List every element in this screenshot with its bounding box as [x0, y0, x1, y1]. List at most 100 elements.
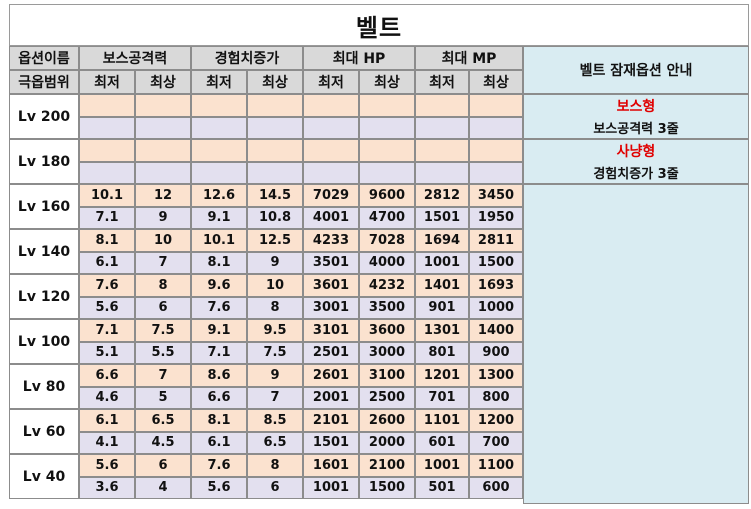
table-cell — [359, 116, 415, 139]
level-label: Lv 40 — [9, 454, 79, 499]
table-cell: 1500 — [359, 476, 415, 499]
table-cell: 1201 — [415, 364, 469, 387]
table-cell — [469, 94, 523, 117]
boss-type-desc: 보스공격력 3줄 — [523, 116, 749, 139]
table-cell: 5 — [135, 386, 191, 409]
table-cell: 10.1 — [79, 184, 135, 207]
table-cell: 9 — [247, 251, 303, 274]
table-cell: 6.6 — [79, 364, 135, 387]
table-cell: 1694 — [415, 229, 469, 252]
table-cell: 7.1 — [79, 206, 135, 229]
table-cell: 6.1 — [191, 431, 247, 454]
table-cell: 6 — [135, 296, 191, 319]
table-cell: 3600 — [359, 319, 415, 342]
table-cell — [135, 116, 191, 139]
table-cell: 5.1 — [79, 341, 135, 364]
table-cell — [191, 161, 247, 184]
table-cell: 6 — [135, 454, 191, 477]
table-cell — [247, 139, 303, 162]
table-cell: 1001 — [415, 454, 469, 477]
table-cell: 4 — [135, 476, 191, 499]
level-label: Lv 120 — [9, 274, 79, 319]
hunt-type-label: 사냥형 — [523, 139, 749, 161]
table-cell: 7029 — [303, 184, 359, 207]
table-cell: 3450 — [469, 184, 523, 207]
table-cell: 3100 — [359, 364, 415, 387]
table-cell: 1101 — [415, 409, 469, 432]
table-cell: 3101 — [303, 319, 359, 342]
table-cell: 2811 — [469, 229, 523, 252]
table-cell — [359, 161, 415, 184]
table-cell — [247, 161, 303, 184]
table-cell: 3500 — [359, 296, 415, 319]
level-label: Lv 160 — [9, 184, 79, 229]
header-min: 최저 — [303, 70, 359, 94]
table-cell: 7028 — [359, 229, 415, 252]
table-cell — [135, 94, 191, 117]
table-cell: 7.1 — [79, 319, 135, 342]
table-cell: 6 — [247, 476, 303, 499]
table-cell — [359, 139, 415, 162]
header-max-mp: 최대 MP — [415, 46, 523, 70]
table-cell: 8 — [247, 454, 303, 477]
table-cell: 2101 — [303, 409, 359, 432]
table-cell: 9.5 — [247, 319, 303, 342]
table-cell: 8 — [135, 274, 191, 297]
table-cell: 1100 — [469, 454, 523, 477]
header-grade-range: 극옵범위 — [9, 70, 79, 94]
header-option-name: 옵션이름 — [9, 46, 79, 70]
table-cell: 4700 — [359, 206, 415, 229]
table-cell: 6.5 — [135, 409, 191, 432]
table-cell: 4000 — [359, 251, 415, 274]
table-cell: 4.6 — [79, 386, 135, 409]
table-cell — [359, 94, 415, 117]
table-cell: 3.6 — [79, 476, 135, 499]
table-cell: 10 — [247, 274, 303, 297]
table-cell — [135, 161, 191, 184]
table-cell: 7 — [135, 251, 191, 274]
table-cell — [191, 139, 247, 162]
header-max-hp: 최대 HP — [303, 46, 415, 70]
table-cell — [415, 116, 469, 139]
table-cell: 7.6 — [191, 454, 247, 477]
table-cell: 6.1 — [79, 251, 135, 274]
table-cell — [303, 139, 359, 162]
table-cell: 12.6 — [191, 184, 247, 207]
table-cell: 8.1 — [191, 409, 247, 432]
table-cell: 14.5 — [247, 184, 303, 207]
table-cell: 9 — [135, 206, 191, 229]
table-cell: 900 — [469, 341, 523, 364]
table-cell: 10.8 — [247, 206, 303, 229]
table-cell: 9.6 — [191, 274, 247, 297]
table-cell — [469, 161, 523, 184]
table-cell: 1693 — [469, 274, 523, 297]
table-cell — [79, 94, 135, 117]
table-cell: 4001 — [303, 206, 359, 229]
table-cell: 6.5 — [247, 431, 303, 454]
table-cell: 9.1 — [191, 206, 247, 229]
level-label: Lv 180 — [9, 139, 79, 184]
table-cell: 7.5 — [247, 341, 303, 364]
table-cell: 1001 — [303, 476, 359, 499]
table-cell: 8.1 — [191, 251, 247, 274]
table-cell: 1950 — [469, 206, 523, 229]
table-cell: 5.6 — [79, 296, 135, 319]
table-cell: 8.5 — [247, 409, 303, 432]
table-cell — [469, 139, 523, 162]
guide-blank-area — [523, 184, 749, 504]
page-title: 벨트 — [9, 4, 749, 46]
table-cell — [247, 94, 303, 117]
table-cell: 2000 — [359, 431, 415, 454]
table-cell — [303, 161, 359, 184]
header-min: 최저 — [415, 70, 469, 94]
table-cell: 1601 — [303, 454, 359, 477]
table-cell: 6.1 — [79, 409, 135, 432]
table-cell: 7 — [135, 364, 191, 387]
header-min: 최저 — [79, 70, 135, 94]
header-exp-increase: 경험치증가 — [191, 46, 303, 70]
table-cell: 3001 — [303, 296, 359, 319]
table-cell: 1400 — [469, 319, 523, 342]
header-max: 최상 — [247, 70, 303, 94]
header-min: 최저 — [191, 70, 247, 94]
